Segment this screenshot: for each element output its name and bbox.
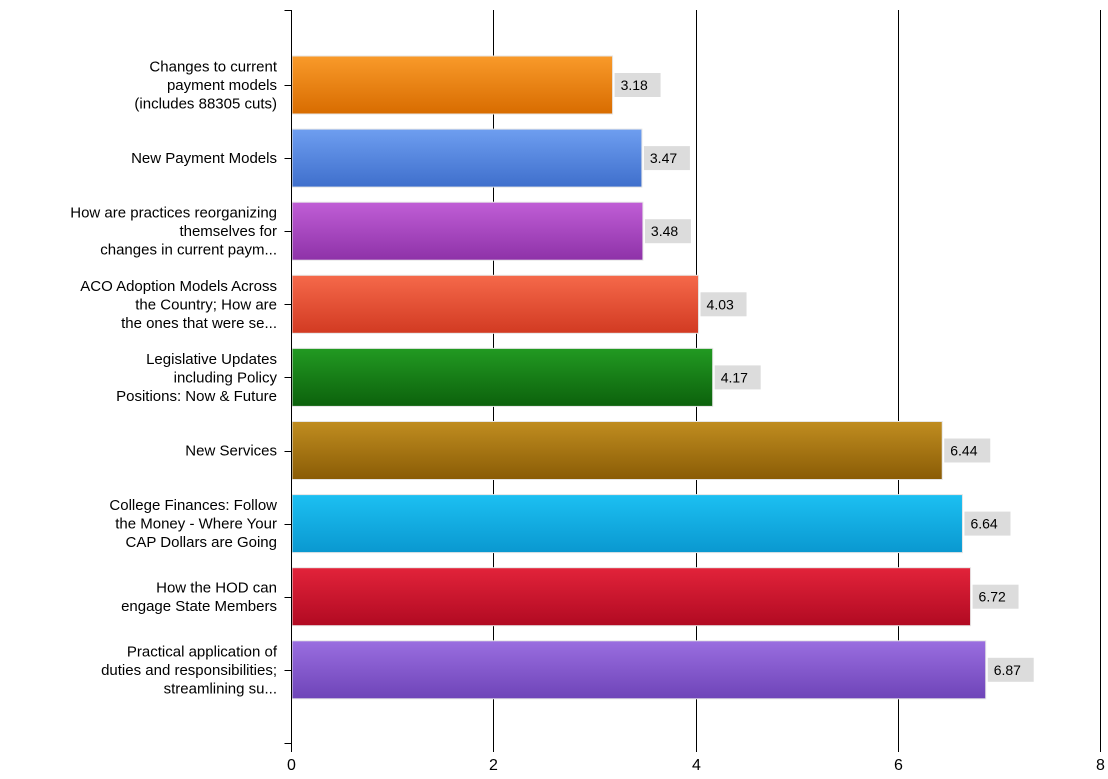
bar xyxy=(291,494,963,554)
category-label-line: New Payment Models xyxy=(131,150,277,167)
bar xyxy=(291,421,943,480)
value-label: 3.18 xyxy=(621,77,648,93)
category-label-line: payment models xyxy=(167,77,277,94)
bar xyxy=(291,128,643,188)
category-label-line: ACO Adoption Models Across xyxy=(80,278,277,295)
value-label-box xyxy=(700,292,747,317)
bar xyxy=(291,201,644,261)
x-tick-label: 0 xyxy=(287,757,296,774)
value-label-box xyxy=(972,584,1019,609)
category-label-line: the Country; How are xyxy=(135,296,277,313)
category-label: Changes to current payment models (include… xyxy=(134,59,277,113)
category-label-line: the Money - Where Your xyxy=(115,516,277,533)
category-label-line: How are practices reorganizing xyxy=(70,205,277,222)
value-label-box xyxy=(614,73,661,97)
category-label-line: How the HOD can xyxy=(156,579,277,596)
category-label-line: streamlining su... xyxy=(164,680,277,697)
category-label: New Payment Models xyxy=(131,150,277,167)
category-label-line: duties and responsibilities; xyxy=(101,662,277,679)
x-tick-label: 6 xyxy=(894,757,903,774)
value-label: 6.72 xyxy=(979,589,1006,605)
bar xyxy=(291,347,714,407)
value-label: 6.87 xyxy=(994,662,1021,678)
category-label-line: CAP Dollars are Going xyxy=(126,534,277,551)
x-tick-label: 8 xyxy=(1096,757,1105,774)
value-label: 4.03 xyxy=(707,296,734,312)
category-label-line: Changes to current xyxy=(149,59,277,76)
bar xyxy=(291,567,972,627)
category-label-line: themselves for xyxy=(179,223,277,240)
label-layer: 0 2 4 6 8 3.18 Changes to current payment model… xyxy=(70,59,1105,775)
value-label: 3.48 xyxy=(651,223,678,239)
category-label-line: (includes 88305 cuts) xyxy=(134,96,277,113)
category-label-line: Positions: Now & Future xyxy=(116,388,277,405)
category-label: How the HOD can engage State Members xyxy=(121,579,277,615)
x-tick-label: 4 xyxy=(692,757,701,774)
value-label-box xyxy=(644,219,691,244)
category-label-line: College Finances: Follow xyxy=(109,497,277,514)
category-label-line: engage State Members xyxy=(121,598,277,615)
value-label: 4.17 xyxy=(721,369,748,385)
x-tick-label: 2 xyxy=(489,757,498,774)
category-label: Legislative Updates including Policy Posit… xyxy=(116,351,277,405)
category-label-line: New Services xyxy=(185,443,277,460)
category-label: ACO Adoption Models Across the Country; H… xyxy=(80,278,277,332)
value-label-box xyxy=(643,146,690,171)
category-label-line: Practical application of xyxy=(127,643,278,660)
value-label-box xyxy=(964,511,1011,536)
bar xyxy=(291,55,614,115)
axis-layer xyxy=(284,10,1101,752)
category-label-line: changes in current paym... xyxy=(100,242,277,259)
value-label-box xyxy=(987,657,1034,682)
bar xyxy=(291,274,700,334)
category-label: New Services xyxy=(185,443,277,460)
category-label: College Finances: Follow the Money - Wher… xyxy=(109,497,277,551)
category-label-line: Legislative Updates xyxy=(146,351,277,368)
category-label-line: including Policy xyxy=(174,369,278,386)
category-label-line: the ones that were se... xyxy=(121,315,277,332)
value-label-box xyxy=(944,438,991,463)
value-label: 3.47 xyxy=(650,150,677,166)
category-label: How are practices reorganizing themselves… xyxy=(70,205,277,259)
bar xyxy=(291,640,987,700)
value-label: 6.44 xyxy=(950,443,977,459)
bar-layer xyxy=(291,55,987,700)
value-label: 6.64 xyxy=(970,516,997,532)
category-label: Practical application of duties and respo… xyxy=(101,643,278,697)
value-label-box xyxy=(714,365,761,390)
